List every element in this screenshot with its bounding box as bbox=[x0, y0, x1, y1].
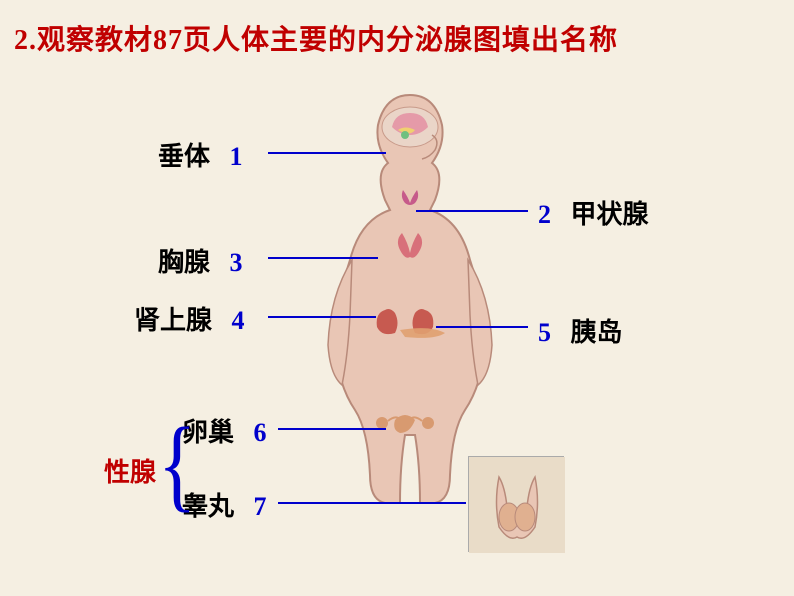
body-outline bbox=[335, 95, 485, 503]
g6-num: 6 bbox=[254, 418, 267, 447]
g7-num: 7 bbox=[254, 492, 267, 521]
label-adrenal: 肾上腺 4 bbox=[134, 300, 245, 337]
testes-inset bbox=[468, 456, 564, 552]
g2-num: 2 bbox=[538, 200, 551, 229]
testes-svg bbox=[469, 457, 565, 553]
g3-name: 胸腺 bbox=[158, 248, 210, 277]
line-3 bbox=[268, 257, 378, 259]
label-thymus: 胸腺 3 bbox=[158, 242, 243, 279]
g3-num: 3 bbox=[230, 248, 243, 277]
line-2 bbox=[416, 210, 528, 212]
g5-num: 5 bbox=[538, 318, 551, 347]
body-figure bbox=[300, 85, 520, 505]
g4-num: 4 bbox=[232, 306, 245, 335]
g4-name: 肾上腺 bbox=[134, 306, 212, 335]
line-7 bbox=[278, 502, 466, 504]
g2-name: 甲状腺 bbox=[571, 200, 649, 229]
g1-name: 垂体 bbox=[158, 142, 210, 171]
label-islet: 5 胰岛 bbox=[538, 312, 623, 349]
anatomy-svg bbox=[300, 85, 520, 505]
g5-name: 胰岛 bbox=[571, 318, 623, 347]
line-6 bbox=[278, 428, 386, 430]
line-1 bbox=[268, 152, 386, 154]
page-title: 2.观察教材87页人体主要的内分泌腺图填出名称 bbox=[14, 18, 618, 58]
gonad-bracket: { bbox=[158, 406, 196, 524]
g1-num: 1 bbox=[230, 142, 243, 171]
label-pituitary: 垂体 1 bbox=[158, 136, 243, 173]
line-4 bbox=[268, 316, 376, 318]
brain-green bbox=[401, 131, 409, 139]
label-thyroid: 2 甲状腺 bbox=[538, 194, 649, 231]
line-5 bbox=[436, 326, 528, 328]
ovary-right bbox=[422, 417, 434, 429]
label-gonad: 性腺 bbox=[104, 452, 156, 489]
